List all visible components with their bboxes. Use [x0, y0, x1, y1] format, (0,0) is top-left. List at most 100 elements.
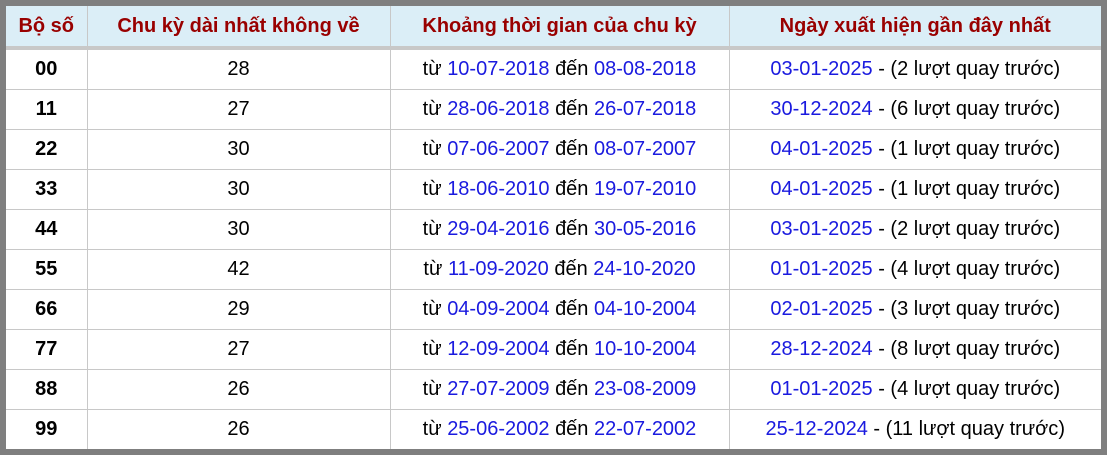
- from-label: từ: [422, 338, 442, 360]
- end-date-link[interactable]: 08-08-2018: [594, 58, 697, 80]
- number-cell: 66: [6, 289, 88, 330]
- from-label: từ: [422, 418, 442, 440]
- last-seen-cell: 04-01-2025 - (1 lượt quay trước): [729, 129, 1101, 170]
- cycle-cell: 29: [87, 289, 391, 330]
- number-cell: 55: [6, 249, 88, 290]
- table-row: 11 27 từ 28-06-2018 đến 26-07-2018 30-12-20…: [6, 89, 1101, 130]
- start-date-link[interactable]: 27-07-2009: [447, 378, 550, 400]
- from-label: từ: [422, 58, 442, 80]
- start-date-link[interactable]: 04-09-2004: [447, 298, 550, 320]
- period-cell: từ 04-09-2004 đến 04-10-2004: [390, 289, 730, 330]
- last-date-link[interactable]: 01-01-2025: [770, 378, 873, 400]
- turns-label: lượt quay trước: [913, 378, 1054, 400]
- number-cell: 11: [6, 89, 88, 130]
- table-row: 44 30 từ 29-04-2016 đến 30-05-2016 03-01-20…: [6, 209, 1101, 250]
- last-date-link[interactable]: 28-12-2024: [770, 338, 873, 360]
- turns-count: 4: [897, 258, 909, 280]
- start-date-link[interactable]: 11-09-2020: [447, 258, 549, 280]
- start-date-link[interactable]: 18-06-2010: [447, 178, 550, 200]
- turns-count: 4: [897, 378, 909, 400]
- number-cell: 22: [6, 129, 88, 170]
- end-date-link[interactable]: 08-07-2007: [594, 138, 697, 160]
- table-row: 66 29 từ 04-09-2004 đến 04-10-2004 02-01-20…: [6, 289, 1101, 330]
- to-label: đến: [555, 178, 589, 200]
- turns-count: 6: [897, 98, 909, 120]
- start-date-link[interactable]: 07-06-2007: [447, 138, 550, 160]
- turns-label: lượt quay trước: [913, 298, 1054, 320]
- end-date-link[interactable]: 23-08-2009: [594, 378, 697, 400]
- turns-label: lượt quay trước: [913, 58, 1054, 80]
- last-date-link[interactable]: 03-01-2025: [770, 218, 873, 240]
- end-date-link[interactable]: 10-10-2004: [594, 338, 697, 360]
- period-cell: từ 25-06-2002 đến 22-07-2002: [390, 409, 730, 449]
- turns-count: 1: [897, 178, 909, 200]
- period-cell: từ 18-06-2010 đến 19-07-2010: [390, 169, 730, 210]
- last-seen-cell: 25-12-2024 - (11 lượt quay trước): [765, 418, 1065, 440]
- start-date-link[interactable]: 28-06-2018: [447, 98, 550, 120]
- to-label: đến: [555, 298, 589, 320]
- number-cell: 33: [6, 169, 88, 210]
- turns-count: 3: [897, 298, 909, 320]
- period-cell: từ 29-04-2016 đến 30-05-2016: [390, 209, 730, 250]
- last-seen-cell: 28-12-2024 - (8 lượt quay trước): [729, 329, 1101, 370]
- table-row: 00 28 từ 10-07-2018 đến 08-08-2018 03-01-20…: [6, 48, 1101, 90]
- start-date-link[interactable]: 25-06-2002: [447, 418, 550, 440]
- to-label: đến: [555, 138, 589, 160]
- to-label: đến: [555, 378, 589, 400]
- number-cell: 88: [6, 369, 88, 410]
- end-date-link[interactable]: 30-05-2016: [594, 218, 697, 240]
- last-date-link[interactable]: 02-01-2025: [770, 298, 873, 320]
- last-date-link[interactable]: 01-01-2025: [770, 258, 873, 280]
- last-seen-cell: 03-01-2025 - (2 lượt quay trước): [729, 48, 1101, 90]
- from-label: từ: [422, 218, 442, 240]
- start-date-link[interactable]: 10-07-2018: [447, 58, 550, 80]
- last-date-link[interactable]: 04-01-2025: [770, 178, 873, 200]
- from-label: từ: [422, 178, 442, 200]
- period-cell: từ 12-09-2004 đến 10-10-2004: [390, 329, 730, 370]
- turns-label: lượt quay trước: [913, 138, 1054, 160]
- to-label: đến: [555, 218, 589, 240]
- turns-count: 11: [892, 418, 914, 440]
- to-label: đến: [554, 258, 588, 280]
- start-date-link[interactable]: 12-09-2004: [447, 338, 550, 360]
- cycle-cell: 26: [87, 409, 391, 449]
- turns-label: lượt quay trước: [918, 418, 1059, 440]
- end-date-link[interactable]: 22-07-2002: [594, 418, 697, 440]
- last-date-link[interactable]: 25-12-2024: [765, 418, 868, 440]
- header-number: Bộ số: [6, 6, 88, 50]
- end-date-link[interactable]: 04-10-2004: [594, 298, 697, 320]
- cycle-cell: 30: [87, 169, 391, 210]
- end-date-link[interactable]: 24-10-2020: [593, 258, 696, 280]
- turns-label: lượt quay trước: [913, 218, 1054, 240]
- start-date-link[interactable]: 29-04-2016: [447, 218, 550, 240]
- turns-label: lượt quay trước: [913, 98, 1054, 120]
- from-label: từ: [422, 378, 442, 400]
- cycle-cell: 30: [87, 209, 391, 250]
- turns-count: 1: [897, 138, 909, 160]
- header-cycle: Chu kỳ dài nhất không về: [87, 6, 391, 50]
- to-label: đến: [555, 418, 589, 440]
- last-seen-cell: 02-01-2025 - (3 lượt quay trước): [729, 289, 1101, 330]
- turns-label: lượt quay trước: [913, 258, 1054, 280]
- period-cell: từ 27-07-2009 đến 23-08-2009: [390, 369, 730, 410]
- number-cell: 99: [6, 409, 88, 449]
- end-date-link[interactable]: 26-07-2018: [594, 98, 697, 120]
- cycle-cell: 28: [87, 48, 391, 90]
- cycle-cell: 42: [87, 249, 391, 290]
- cycle-cell: 27: [87, 89, 391, 130]
- last-date-link[interactable]: 04-01-2025: [770, 138, 873, 160]
- header-last-seen: Ngày xuất hiện gần đây nhất: [729, 6, 1101, 50]
- last-date-link[interactable]: 03-01-2025: [770, 58, 873, 80]
- last-date-link[interactable]: 30-12-2024: [770, 98, 873, 120]
- cycle-cell: 26: [87, 369, 391, 410]
- period-cell: từ 11-09-2020 đến 24-10-2020: [390, 249, 730, 290]
- stats-table-frame: Bộ số Chu kỳ dài nhất không về Khoảng th…: [6, 6, 1101, 449]
- table-row: 77 27 từ 12-09-2004 đến 10-10-2004 28-12-20…: [6, 329, 1101, 370]
- table-row: 22 30 từ 07-06-2007 đến 08-07-2007 04-01-20…: [6, 129, 1101, 170]
- longest-cycle-table: Bộ số Chu kỳ dài nhất không về Khoảng th…: [6, 6, 1101, 449]
- turns-label: lượt quay trước: [913, 338, 1054, 360]
- period-cell: từ 07-06-2007 đến 08-07-2007: [390, 129, 730, 170]
- end-date-link[interactable]: 19-07-2010: [594, 178, 697, 200]
- table-header-row: Bộ số Chu kỳ dài nhất không về Khoảng th…: [6, 6, 1101, 50]
- header-period: Khoảng thời gian của chu kỳ: [390, 6, 730, 50]
